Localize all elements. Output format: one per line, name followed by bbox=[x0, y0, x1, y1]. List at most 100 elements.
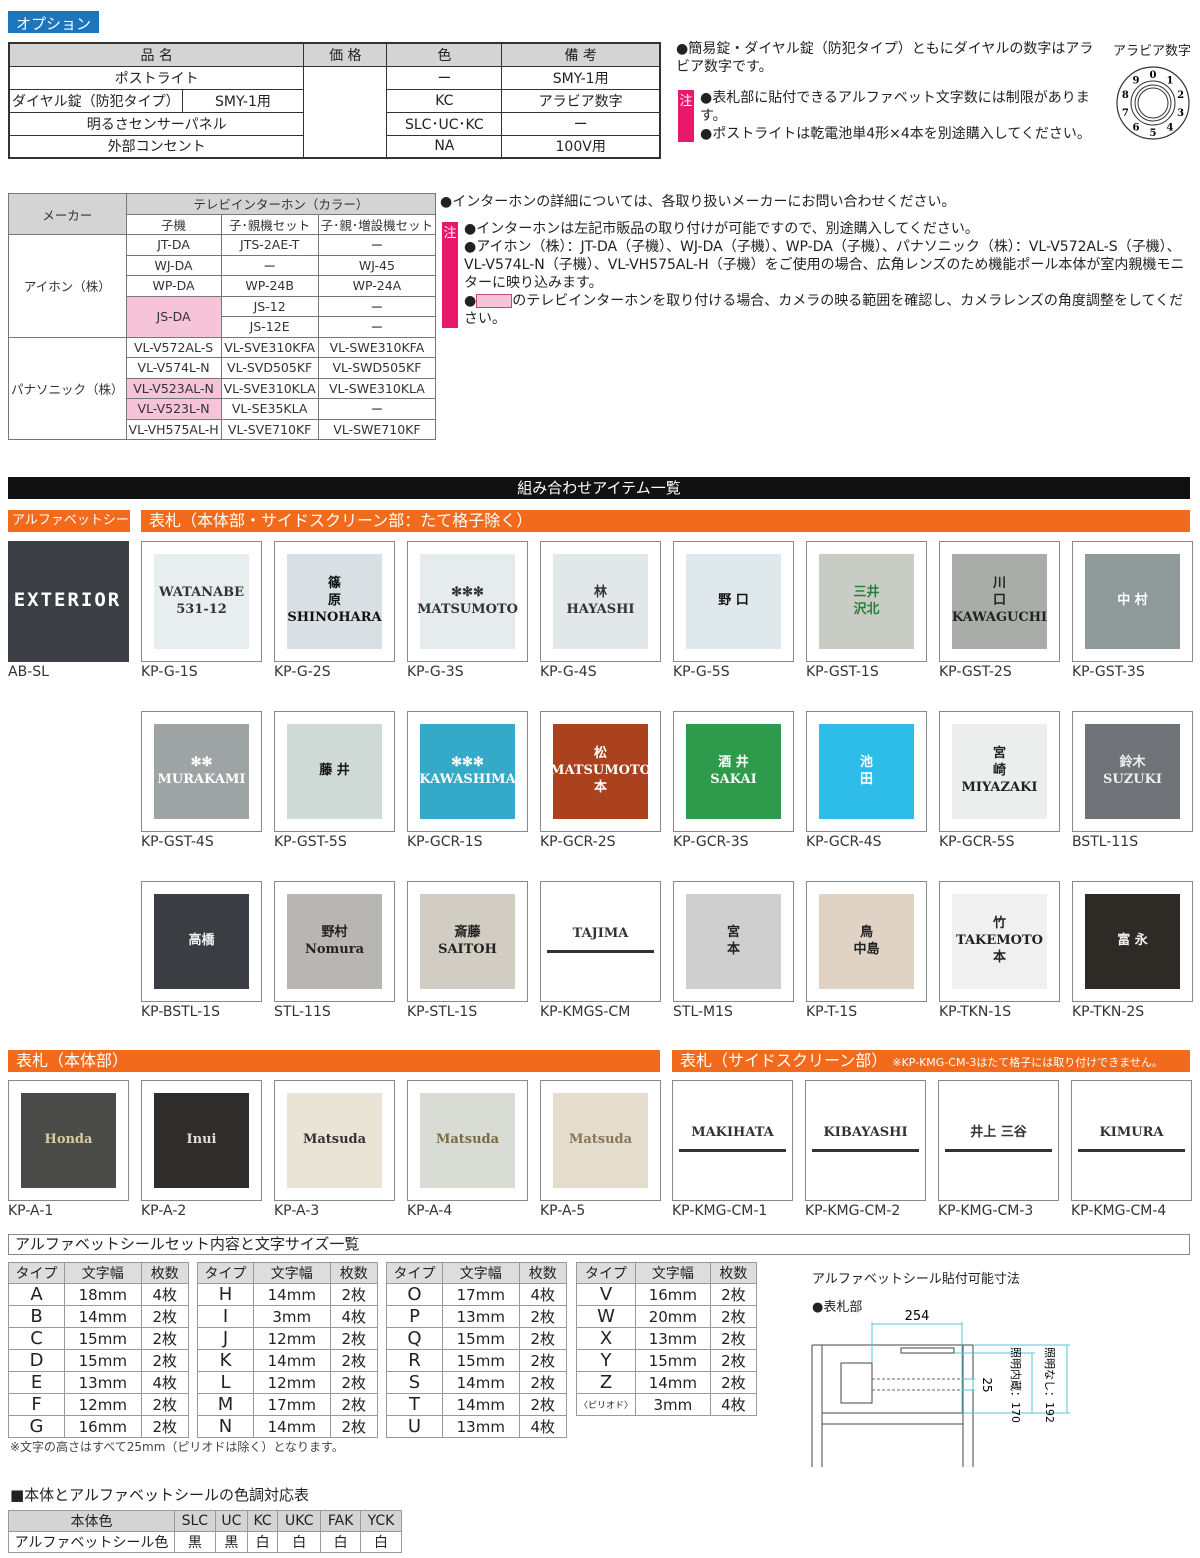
nameplate-image: 野 口 bbox=[686, 554, 781, 649]
product-tile[interactable]: 鈴木 SUZUKI bbox=[1072, 711, 1193, 832]
alphabet-table: タイプ 文字幅 枚数 H 14mm 2枚 I 3mm 4枚 J 12mm 2枚 K 14mm 2枚 L 12mm… bbox=[197, 1262, 379, 1438]
product-code: KP-A-5 bbox=[540, 1203, 586, 1219]
table-row: O 17mm 4枚 bbox=[386, 1283, 568, 1306]
product-tile[interactable]: KIBAYASHI bbox=[805, 1080, 926, 1201]
product-tile[interactable]: ✻✻✻ KAWASHIMA bbox=[407, 711, 528, 832]
product-tile[interactable]: 酒 井 SAKAI bbox=[673, 711, 794, 832]
product-tile[interactable]: Matsuda bbox=[274, 1080, 395, 1201]
table-cell: VL-SVE710KF bbox=[220, 418, 319, 440]
table-cell: JTS-2AE-T bbox=[220, 234, 319, 256]
dim-unlit: 照明なし：192 bbox=[1043, 1347, 1056, 1423]
table-row: P 13mm 2枚 bbox=[386, 1305, 568, 1328]
product-tile[interactable]: Matsuda bbox=[407, 1080, 528, 1201]
nameplate-image: 篠 原 SHINOHARA bbox=[287, 554, 382, 649]
table-cell: 3mm bbox=[253, 1305, 331, 1328]
product-tile[interactable]: 野 口 bbox=[673, 541, 794, 662]
table-row: 外部コンセント NA 100V用 bbox=[8, 134, 661, 159]
product-tile[interactable]: 富 永 bbox=[1072, 881, 1193, 1002]
product-tile[interactable]: 林 HAYASHI bbox=[540, 541, 661, 662]
dial-digit: 0 bbox=[1150, 70, 1157, 81]
product-code: KP-GCR-2S bbox=[540, 834, 616, 850]
alphabet-table: タイプ 文字幅 枚数 O 17mm 4枚 P 13mm 2枚 Q 15mm 2枚 R 15mm 2枚 S 14m… bbox=[386, 1262, 568, 1438]
nameplate-image: WATANABE 531-12 bbox=[154, 554, 249, 649]
table-cell: Q bbox=[386, 1327, 443, 1350]
product-tile[interactable]: 竹 TAKEMOTO 本 bbox=[939, 881, 1060, 1002]
product-code: KP-BSTL-1S bbox=[141, 1004, 221, 1020]
product-tile[interactable]: 宮 崎 MIYAZAKI bbox=[939, 711, 1060, 832]
product-tile[interactable]: 斎藤 SAITOH bbox=[407, 881, 528, 1002]
product-tile[interactable]: EXTERIOR bbox=[8, 541, 129, 662]
product-code: KP-A-4 bbox=[407, 1203, 453, 1219]
nameplate-image: ✻✻ MURAKAMI bbox=[154, 724, 249, 819]
product-tile[interactable]: TAJIMA bbox=[540, 881, 661, 1002]
nameplate-image: 宮 本 bbox=[686, 894, 781, 989]
table-cell: S bbox=[386, 1371, 443, 1394]
product-tile[interactable]: WATANABE 531-12 bbox=[141, 541, 262, 662]
seal-color: 白 bbox=[277, 1531, 322, 1553]
product-tile[interactable]: KIMURA bbox=[1071, 1080, 1192, 1201]
table-cell: 2枚 bbox=[518, 1349, 568, 1372]
product-tile[interactable]: 野村 Nomura bbox=[274, 881, 395, 1002]
table-cell: ー bbox=[220, 254, 319, 276]
table-cell: K bbox=[197, 1349, 254, 1372]
product-code: KP-KMG-CM-3 bbox=[938, 1203, 1034, 1219]
product-tile[interactable]: 中 村 bbox=[1072, 541, 1193, 662]
product-tile[interactable]: 篠 原 SHINOHARA bbox=[274, 541, 395, 662]
product-tile[interactable]: ✻✻ MURAKAMI bbox=[141, 711, 262, 832]
table-row: J 12mm 2枚 bbox=[197, 1327, 379, 1350]
table-row: A 18mm 4枚 bbox=[8, 1283, 190, 1306]
product-code: KP-KMG-CM-2 bbox=[805, 1203, 901, 1219]
product-tile[interactable]: 藤 井 bbox=[274, 711, 395, 832]
column-header: タイプ bbox=[575, 1262, 637, 1284]
table-cell: 13mm bbox=[64, 1371, 142, 1394]
dial-digit: 4 bbox=[1167, 122, 1174, 133]
product-tile[interactable]: MAKIHATA bbox=[672, 1080, 793, 1201]
table-row: M 17mm 2枚 bbox=[197, 1393, 379, 1416]
dim-char-height: 25 bbox=[980, 1377, 994, 1392]
table-row: JS-DA JS-12 ー bbox=[9, 295, 437, 338]
nameplate-image: 井上 三谷 bbox=[939, 1081, 1058, 1200]
column-header: 枚数 bbox=[140, 1262, 190, 1284]
table-cell: 2枚 bbox=[518, 1371, 568, 1394]
product-code: KP-KMG-CM-1 bbox=[672, 1203, 768, 1219]
nameplate-image: 藤 井 bbox=[287, 724, 382, 819]
bar-icon bbox=[812, 1149, 919, 1152]
product-tile[interactable]: 宮 本 bbox=[673, 881, 794, 1002]
table-cell: 16mm bbox=[635, 1283, 711, 1306]
product-code: KP-STL-1S bbox=[407, 1004, 478, 1020]
body-color: SLC bbox=[174, 1510, 216, 1532]
table-cell: 14mm bbox=[64, 1305, 142, 1328]
table-cell: T bbox=[386, 1393, 443, 1416]
dial-digit: 8 bbox=[1122, 90, 1129, 101]
product-tile[interactable]: Inui bbox=[141, 1080, 262, 1201]
table-cell: 2枚 bbox=[709, 1349, 758, 1372]
column-header: 文字幅 bbox=[253, 1262, 331, 1284]
table-cell: WP-24B bbox=[220, 275, 319, 297]
product-code: KP-GST-5S bbox=[274, 834, 347, 850]
table-row: ダイヤル錠（防犯タイプ） SMY-1用 KC アラビア数字 bbox=[8, 88, 661, 113]
color-table: 本体色 SLC UC KC UKC FAK YCK アルファベットシール色黒黒白白白白 bbox=[8, 1510, 403, 1553]
product-code: KP-GCR-5S bbox=[939, 834, 1015, 850]
dial-digit: 5 bbox=[1150, 128, 1157, 139]
column-header: 枚数 bbox=[518, 1262, 568, 1284]
table-cell: E bbox=[8, 1371, 65, 1394]
product-tile[interactable]: ✻✻✻ MATSUMOTO bbox=[407, 541, 528, 662]
table-cell: 4枚 bbox=[329, 1305, 379, 1328]
seal-color: 白 bbox=[247, 1531, 279, 1553]
table-cell: 2枚 bbox=[709, 1327, 758, 1350]
bar-icon bbox=[679, 1149, 786, 1152]
table-row: ポストライトー SMY-1用 bbox=[8, 65, 661, 159]
product-tile[interactable]: 松 MATSUMOTO 本 bbox=[540, 711, 661, 832]
product-tile[interactable]: 高橋 bbox=[141, 881, 262, 1002]
product-tile[interactable]: Honda bbox=[8, 1080, 129, 1201]
product-tile[interactable]: 鳥 中島 bbox=[806, 881, 927, 1002]
product-tile[interactable]: 川 口 KAWAGUCHI bbox=[939, 541, 1060, 662]
product-tile[interactable]: 池 田 bbox=[806, 711, 927, 832]
product-code: KP-GCR-4S bbox=[806, 834, 882, 850]
product-tile[interactable]: 三井 沢北 bbox=[806, 541, 927, 662]
column-header: 枚数 bbox=[709, 1262, 758, 1284]
product-tile[interactable]: 井上 三谷 bbox=[938, 1080, 1059, 1201]
product-tile[interactable]: Matsuda bbox=[540, 1080, 661, 1201]
header-price: 価 格 bbox=[303, 42, 388, 67]
table-cell: 4枚 bbox=[518, 1415, 568, 1438]
